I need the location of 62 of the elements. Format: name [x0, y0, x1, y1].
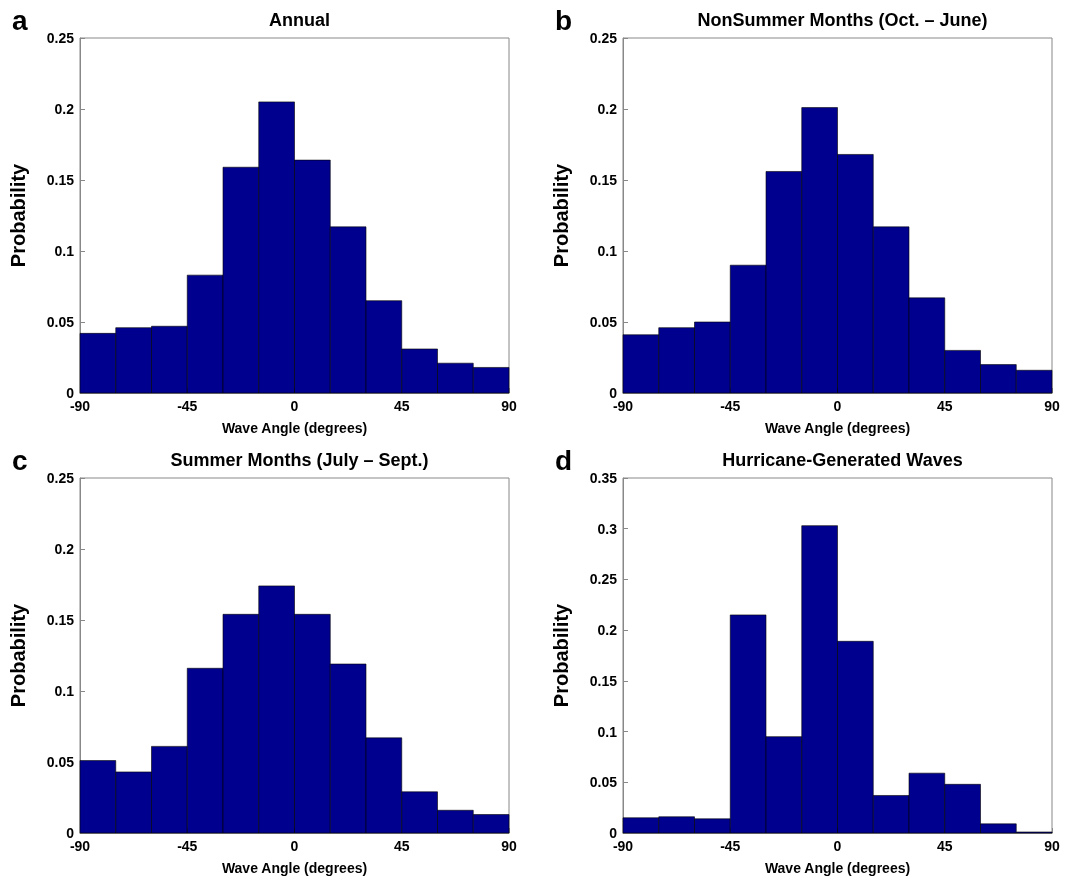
x-tick-label: -90: [612, 398, 634, 414]
text: c: [12, 444, 28, 476]
y-tick-label: 0.2: [597, 622, 618, 639]
x-tick-label: 45: [936, 838, 953, 854]
y-tick-label: 0.15: [46, 612, 75, 628]
x-tick-label: 90: [501, 398, 517, 414]
y-tick-label: 0.25: [46, 470, 75, 486]
y-axis-title: Probability: [550, 602, 572, 708]
y-tick-label: 0.25: [589, 571, 618, 588]
chart-title: Summer Months (July – Sept.): [170, 450, 429, 470]
y-tick-label: 0.25: [589, 30, 618, 46]
x-tick-label: 45: [936, 398, 953, 414]
y-tick-label: 0.2: [54, 101, 75, 117]
y-tick-label: 0.2: [597, 101, 618, 117]
x-tick-label: 0: [833, 398, 842, 414]
y-tick-label: 0.35: [589, 470, 618, 486]
x-tick-label: 0: [290, 398, 299, 414]
y-tick-label: 0.05: [46, 754, 75, 770]
text: a: [12, 4, 28, 36]
x-tick-label: -90: [612, 838, 634, 854]
x-tick-label: 45: [393, 838, 410, 854]
x-tick-label: 0: [290, 838, 299, 854]
x-tick-label: -90: [69, 398, 91, 414]
x-tick-label: 45: [393, 398, 410, 414]
y-axis-title: Probability: [7, 602, 29, 708]
x-axis-title: Wave Angle (degrees): [221, 860, 368, 876]
y-tick-label: 0.1: [597, 723, 618, 740]
y-tick-label: 0.1: [54, 683, 75, 699]
y-tick-label: 0.15: [589, 672, 618, 689]
y-tick-label: 0: [66, 385, 75, 401]
x-tick-label: -45: [720, 398, 741, 414]
x-tick-label: 90: [1044, 838, 1060, 854]
x-tick-label: -45: [177, 398, 198, 414]
y-tick-label: 0.1: [597, 243, 618, 259]
x-tick-label: -45: [177, 838, 198, 854]
y-tick-label: 0: [609, 385, 618, 401]
y-tick-label: 0.25: [46, 30, 75, 46]
chart-title: NonSummer Months (Oct. – June): [697, 10, 988, 30]
y-tick-label: 0.2: [54, 541, 75, 557]
x-axis-title: Wave Angle (degrees): [221, 420, 368, 436]
y-tick-label: 0.15: [589, 172, 618, 188]
chart-title: Annual: [269, 10, 330, 30]
x-axis-title: Wave Angle (degrees): [764, 860, 911, 876]
x-tick-label: 90: [1044, 398, 1060, 414]
x-tick-label: 0: [833, 838, 842, 854]
y-axis-title: Probability: [7, 162, 29, 268]
x-tick-label: 90: [501, 838, 517, 854]
chart-title: Hurricane-Generated Waves: [722, 450, 963, 470]
x-axis-title: Wave Angle (degrees): [764, 420, 911, 436]
x-tick-label: -45: [720, 838, 741, 854]
y-tick-label: 0.05: [46, 314, 75, 330]
y-tick-label: 0.05: [589, 774, 618, 791]
y-axis-title: Probability: [550, 162, 572, 268]
y-tick-label: 0.15: [46, 172, 75, 188]
y-tick-label: 0.1: [54, 243, 75, 259]
x-tick-label: -90: [69, 838, 91, 854]
y-tick-label: 0.05: [589, 314, 618, 330]
y-tick-label: 0: [609, 825, 618, 841]
y-tick-label: 0.3: [597, 520, 618, 537]
y-tick-label: 0: [66, 825, 75, 841]
text: d: [555, 444, 573, 476]
text: b: [555, 4, 573, 36]
